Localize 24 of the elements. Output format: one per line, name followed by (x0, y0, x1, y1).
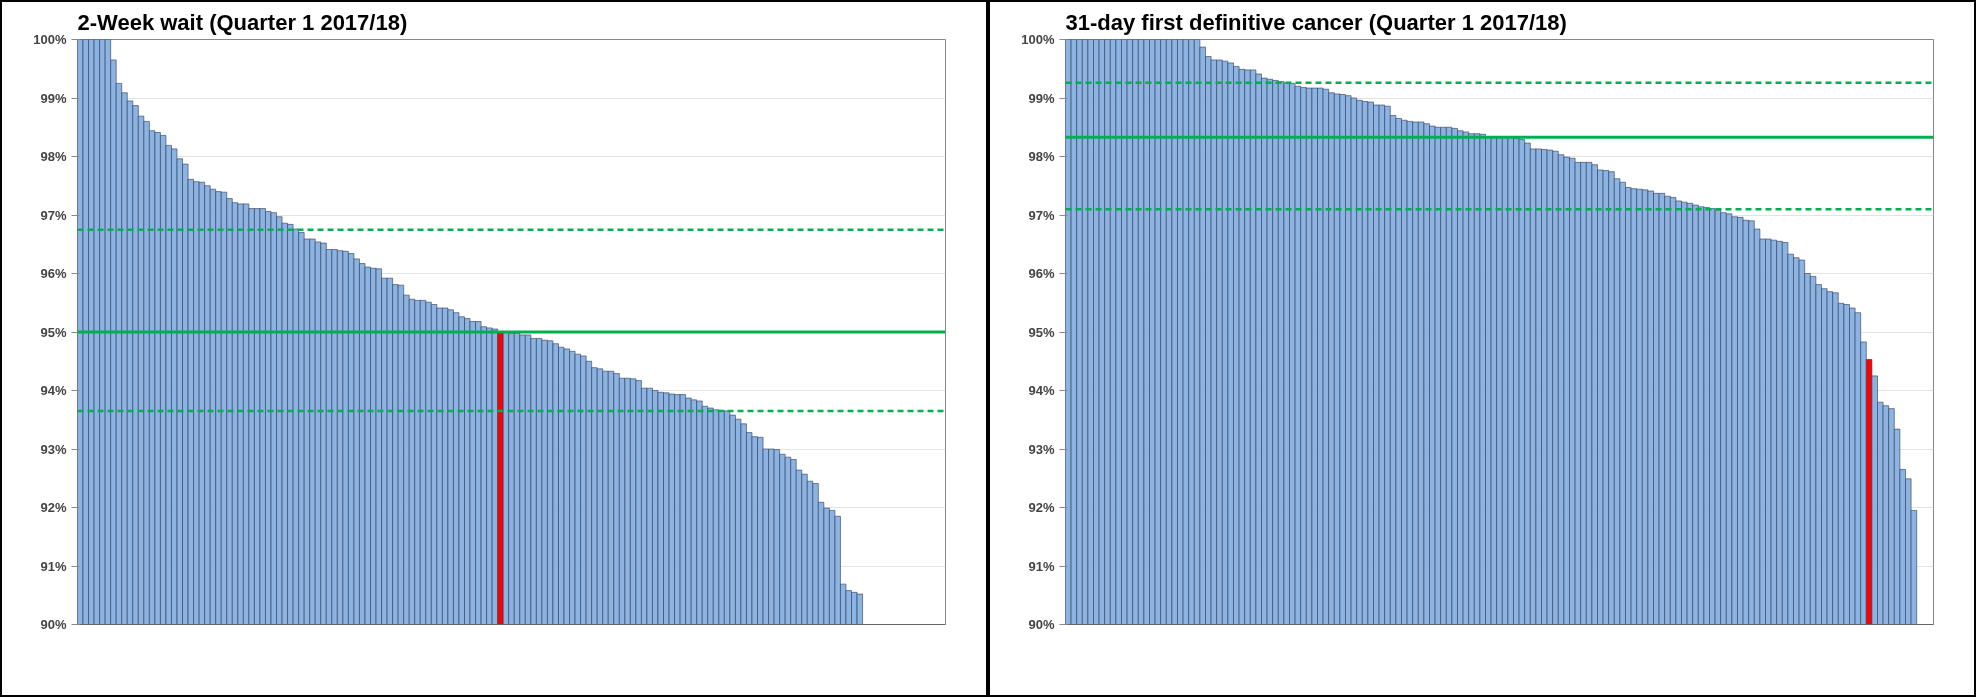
y-tick-label: 97% (40, 207, 67, 223)
y-tick-label: 95% (1028, 324, 1055, 340)
y-tick-label: 96% (40, 266, 67, 281)
y-tick-label: 97% (1028, 207, 1055, 223)
y-tick-label: 100% (1021, 32, 1055, 47)
y-tick-label: 94% (40, 383, 67, 398)
y-tick-label: 98% (1028, 149, 1055, 164)
y-tick-label: 93% (40, 441, 67, 457)
y-tick-label: 91% (1028, 558, 1055, 574)
y-tick-label: 100% (33, 32, 67, 47)
chart-title: 31-day first definitive cancer (Quarter 1 2017/18) (1065, 9, 1567, 35)
y-tick-label: 96% (1028, 266, 1055, 281)
y-tick-label: 90% (1028, 617, 1055, 632)
y-tick-label: 93% (1028, 441, 1055, 457)
y-tick-label: 94% (1028, 383, 1055, 398)
y-tick-label: 92% (40, 500, 67, 515)
y-tick-label: 98% (40, 149, 67, 164)
y-tick-label: 99% (40, 90, 67, 106)
y-tick-label: 99% (1028, 90, 1055, 106)
chart-title: 2-Week wait (Quarter 1 2017/18) (77, 9, 408, 35)
y-tick-label: 95% (40, 324, 67, 340)
y-tick-label: 92% (1028, 500, 1055, 515)
y-tick-label: 90% (40, 617, 67, 632)
y-tick-label: 91% (40, 558, 67, 574)
